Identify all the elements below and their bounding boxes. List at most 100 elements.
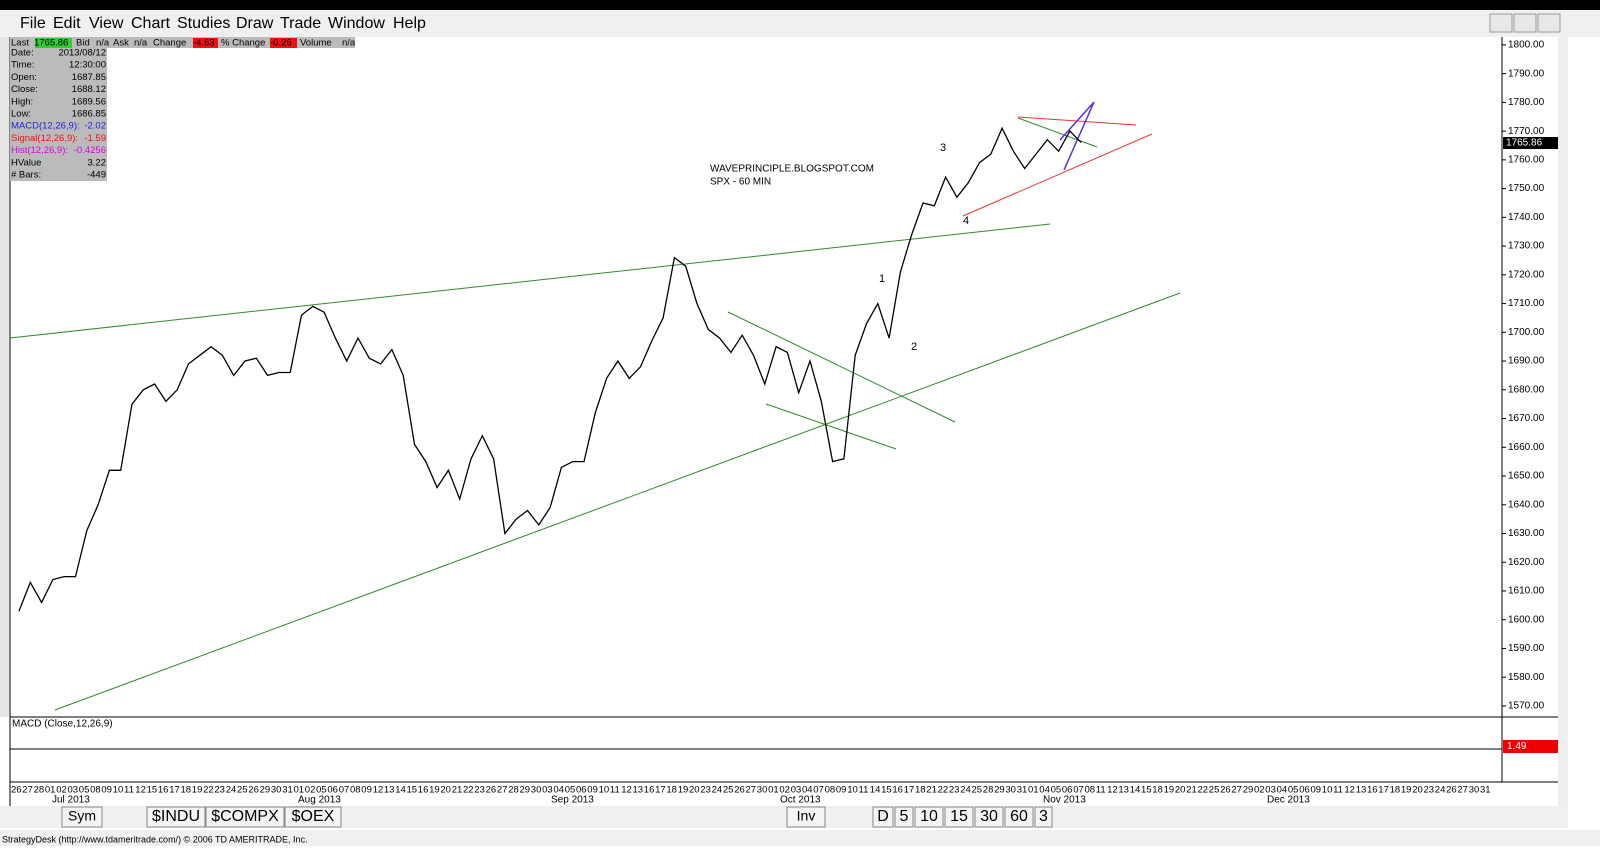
x-tick-label: 21 xyxy=(926,785,937,796)
interval-tab-label[interactable]: 60 xyxy=(1010,808,1028,825)
x-tick-label: 06 xyxy=(1062,785,1073,796)
x-tick-label: 16 xyxy=(158,785,169,796)
x-tick-label: 12 xyxy=(1344,785,1355,796)
menu-item[interactable]: Edit xyxy=(53,15,81,32)
close-button[interactable] xyxy=(1537,13,1561,33)
menu-item[interactable]: Help xyxy=(393,15,426,32)
x-tick-label: 27 xyxy=(497,785,508,796)
info-value: 12:30:00 xyxy=(69,60,106,71)
x-tick-label: 28 xyxy=(34,785,45,796)
symbol-tab[interactable] xyxy=(284,806,342,828)
x-tick-label: 26 xyxy=(734,785,745,796)
interval-tab-label[interactable]: 30 xyxy=(980,808,998,825)
x-tick-label: 14 xyxy=(395,785,406,796)
x-tick-label: 11 xyxy=(610,785,620,796)
quote-label: Last xyxy=(11,38,29,49)
x-tick-label: 04 xyxy=(1039,785,1050,796)
x-tick-label: 09 xyxy=(836,785,847,796)
x-tick-label: 06 xyxy=(327,785,338,796)
interval-tab-label[interactable]: 15 xyxy=(950,808,968,825)
x-tick-label: 17 xyxy=(169,785,180,796)
x-tick-label: 18 xyxy=(181,785,192,796)
x-tick-label: 29 xyxy=(520,785,531,796)
x-tick-label: 02 xyxy=(1254,785,1265,796)
x-tick-label: 26 xyxy=(1220,785,1231,796)
annotation: 2 xyxy=(911,341,917,353)
symbol-tab-label[interactable]: $INDU xyxy=(152,808,200,825)
y-tick-label: 1660.00 xyxy=(1508,442,1545,453)
x-tick-label: 29 xyxy=(1243,785,1254,796)
menu-item[interactable]: View xyxy=(89,15,124,32)
symbol-tab-label[interactable]: $OEX xyxy=(292,808,335,825)
y-tick-label: 1640.00 xyxy=(1508,499,1545,510)
macd-tag-label: 1.49 xyxy=(1507,741,1527,752)
x-tick-label: 21 xyxy=(1186,785,1197,796)
symbol-tab[interactable] xyxy=(61,806,103,828)
x-tick-label: 24 xyxy=(1435,785,1446,796)
interval-tab[interactable] xyxy=(1004,806,1034,828)
x-tick-label: 02 xyxy=(56,785,67,796)
x-tick-label: 26 xyxy=(248,785,259,796)
menu-item[interactable]: Studies xyxy=(177,15,230,32)
quote-label: Change xyxy=(153,38,186,49)
x-tick-label: 30 xyxy=(531,785,542,796)
quote-value-bg xyxy=(270,38,297,48)
x-tick-label: 13 xyxy=(384,785,395,796)
menu-item[interactable]: Trade xyxy=(280,15,321,32)
interval-tab[interactable] xyxy=(894,806,914,828)
x-tick-label: 20 xyxy=(440,785,451,796)
x-tick-label: 01 xyxy=(1028,785,1039,796)
x-tick-label: 03 xyxy=(791,785,802,796)
symbol-tab[interactable] xyxy=(205,806,285,828)
x-tick-label: 10 xyxy=(1322,785,1333,796)
scrollbar[interactable] xyxy=(1558,37,1568,807)
menu-item[interactable]: Draw xyxy=(236,15,274,32)
annotation: 3 xyxy=(940,142,946,154)
interval-tab[interactable] xyxy=(872,806,894,828)
x-tick-label: 30 xyxy=(1469,785,1480,796)
y-tick-label: 1570.00 xyxy=(1508,701,1545,712)
interval-tab-label[interactable]: D xyxy=(877,808,889,825)
x-tick-label: 19 xyxy=(429,785,440,796)
interval-tab[interactable] xyxy=(944,806,974,828)
menu-item[interactable]: File xyxy=(20,15,46,32)
restore-button[interactable] xyxy=(1513,13,1537,33)
quote-label: Bid xyxy=(76,38,90,49)
trend-lines xyxy=(9,101,1181,711)
x-tick-label: 08 xyxy=(825,785,836,796)
x-tick-label: 09 xyxy=(361,785,372,796)
x-tick-label: 20 xyxy=(689,785,700,796)
x-tick-label: 25 xyxy=(237,785,248,796)
x-tick-label: 29 xyxy=(994,785,1005,796)
x-tick-label: 14 xyxy=(1130,785,1141,796)
y-tick-label: 1690.00 xyxy=(1508,356,1545,367)
symbol-tab[interactable] xyxy=(146,806,206,828)
interval-tab-label[interactable]: 3 xyxy=(1039,808,1048,825)
menu-item[interactable]: Window xyxy=(328,15,385,32)
x-tick-label: 30 xyxy=(1005,785,1016,796)
x-tick-label: 17 xyxy=(904,785,915,796)
interval-tab[interactable] xyxy=(914,806,944,828)
interval-tab-label[interactable]: 10 xyxy=(920,808,938,825)
y-tick-label: 1770.00 xyxy=(1508,126,1545,137)
symbol-tab-label[interactable]: $COMPX xyxy=(211,808,279,825)
interval-tab[interactable] xyxy=(1034,806,1053,828)
interval-tab[interactable] xyxy=(974,806,1004,828)
x-tick-label: 23 xyxy=(700,785,711,796)
interval-tab-label[interactable]: 5 xyxy=(900,808,909,825)
inv-button-label[interactable]: Inv xyxy=(797,808,816,824)
symbol-tab-label[interactable]: Sym xyxy=(68,808,96,824)
minimize-button[interactable] xyxy=(1489,13,1513,33)
x-month-label: Sep 2013 xyxy=(551,795,594,806)
annotation: 1 xyxy=(879,273,885,285)
x-tick-label: 08 xyxy=(350,785,361,796)
info-label: High: xyxy=(11,96,33,107)
x-month-label: Jul 2013 xyxy=(52,795,90,806)
x-tick-label: 23 xyxy=(474,785,485,796)
x-tick-label: 06 xyxy=(576,785,587,796)
x-tick-label: 12 xyxy=(373,785,384,796)
inv-button[interactable] xyxy=(786,806,826,828)
trend-line xyxy=(727,311,956,423)
y-tick-label: 1720.00 xyxy=(1508,269,1545,280)
menu-item[interactable]: Chart xyxy=(131,15,171,32)
